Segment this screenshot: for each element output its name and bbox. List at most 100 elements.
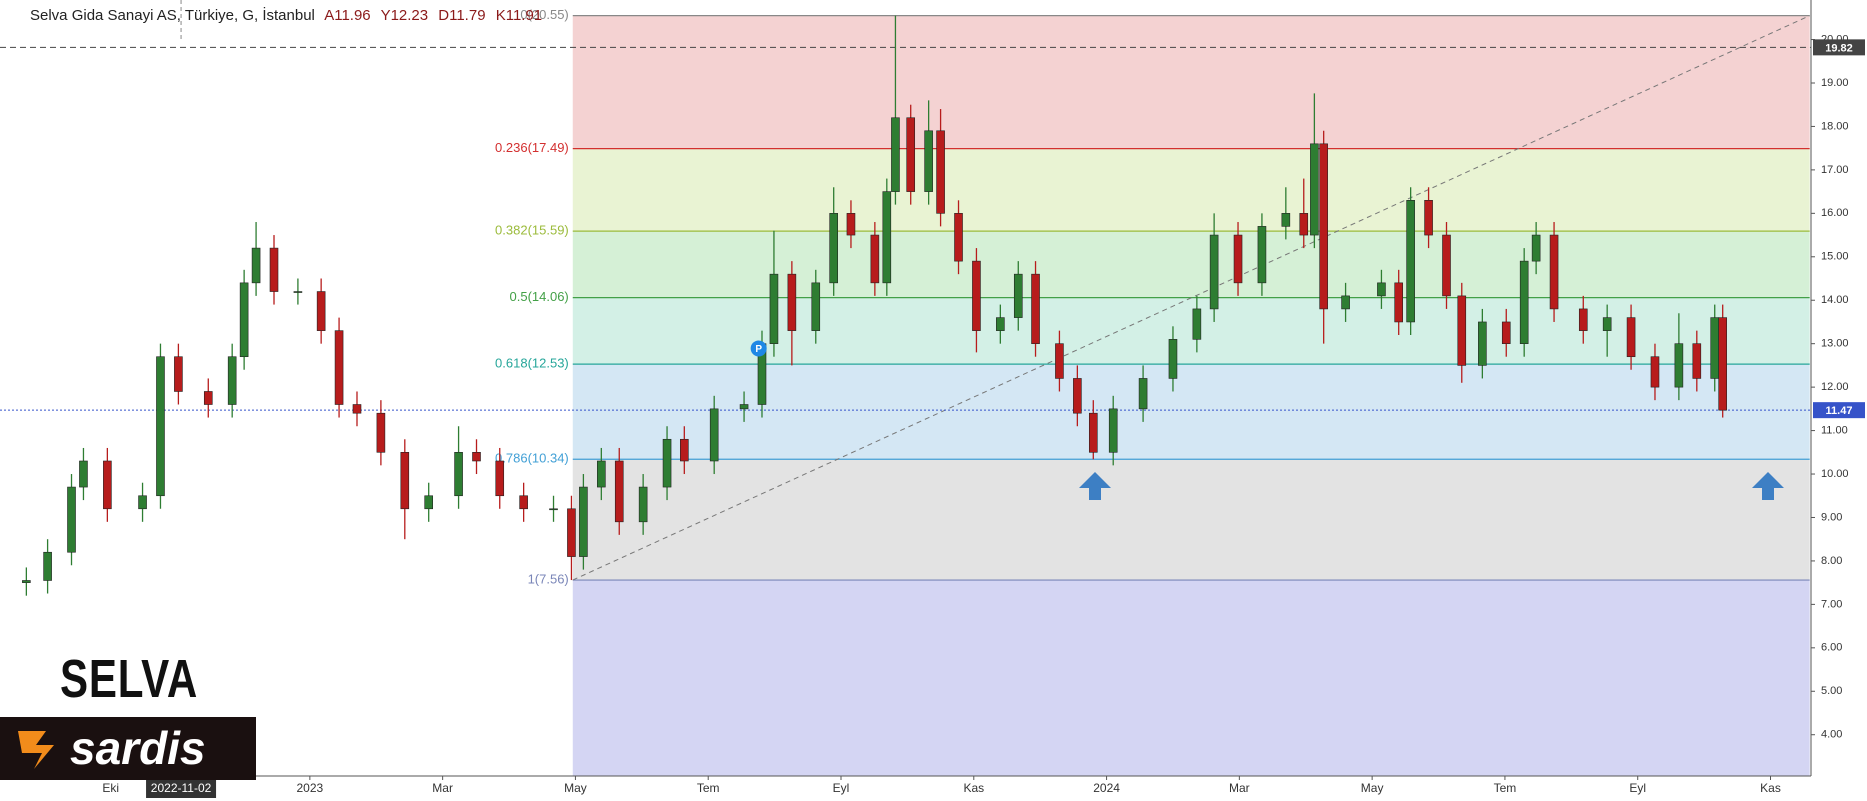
y-tick-label: 8.00	[1821, 555, 1842, 567]
price-tag	[1813, 402, 1865, 419]
price-tag	[1813, 39, 1865, 56]
candle-body	[567, 508, 576, 557]
x-tick-label: May	[564, 781, 587, 795]
candle-body	[1674, 343, 1684, 388]
x-tick-label: 2023	[297, 781, 324, 795]
candle-body	[1281, 213, 1291, 227]
price-tag-label: 19.82	[1825, 42, 1853, 54]
candle-body	[739, 404, 749, 410]
candle-body	[870, 234, 880, 284]
candle-body	[495, 460, 505, 497]
candle-body	[549, 508, 558, 511]
y-tick-label: 13.00	[1821, 338, 1849, 350]
candle-body	[924, 130, 933, 192]
candle-body	[1299, 213, 1309, 236]
candle-body	[316, 291, 326, 331]
candle-body	[1549, 234, 1559, 310]
candle-body	[376, 412, 386, 453]
candle-body	[156, 356, 165, 497]
candle-body	[1031, 273, 1040, 344]
candle-body	[1055, 343, 1064, 379]
candle-body	[936, 130, 945, 214]
candle-body	[519, 495, 528, 510]
fib-label: 0.382(15.59)	[495, 223, 569, 238]
fib-label: 1(7.56)	[528, 571, 569, 586]
candle-body	[22, 580, 31, 583]
candle-body	[1168, 339, 1178, 379]
candle-body	[1424, 200, 1433, 236]
candle-body	[769, 273, 779, 344]
ohlc-open: A11.96	[324, 7, 371, 24]
candle-body	[251, 247, 261, 284]
x-tick-label: May	[1361, 781, 1384, 795]
x-tick-label: Mar	[1229, 781, 1250, 795]
logo-mark	[18, 731, 54, 769]
fib-label: 0.5(14.06)	[510, 289, 569, 304]
candle-body	[1394, 282, 1403, 323]
candle-body	[43, 551, 52, 581]
y-tick-label: 19.00	[1821, 77, 1849, 89]
watermark: SELVA	[60, 649, 199, 709]
y-axis-bg	[1811, 0, 1867, 801]
y-tick-label: 11.00	[1821, 424, 1848, 436]
candle-body	[1650, 356, 1660, 388]
candle-body	[882, 191, 892, 284]
y-tick-label: 16.00	[1821, 207, 1849, 219]
candle-body	[400, 452, 410, 510]
fib-label: 0.236(17.49)	[495, 140, 569, 155]
y-tick-label: 17.00	[1821, 164, 1849, 176]
candle-body	[424, 495, 433, 510]
candle-body	[1073, 378, 1082, 414]
y-tick-label: 12.00	[1821, 381, 1849, 393]
candle-body	[1710, 317, 1720, 379]
ohlc-low: D11.79	[438, 7, 486, 24]
candle-body	[454, 452, 463, 497]
candle-body	[597, 460, 606, 488]
candle-body	[954, 213, 963, 262]
candle-body	[472, 452, 481, 462]
candle-body	[1406, 200, 1415, 323]
fib-band	[572, 364, 1810, 460]
candle-body	[846, 213, 856, 236]
candle-body	[227, 356, 237, 405]
candle-body	[906, 117, 916, 192]
y-tick-label: 6.00	[1821, 642, 1842, 654]
candle-body	[996, 317, 1005, 331]
candle-body	[972, 260, 981, 331]
fib-band	[572, 148, 1810, 232]
fib-band	[572, 231, 1810, 298]
candle-body	[1138, 378, 1148, 410]
marker	[750, 340, 767, 357]
candle-body	[1578, 308, 1588, 331]
y-tick-label: 7.00	[1821, 598, 1842, 610]
fib-label: 0.786(10.34)	[495, 451, 569, 466]
y-tick-label: 4.00	[1821, 729, 1842, 741]
candle-body	[1478, 321, 1487, 366]
candle-body	[138, 495, 147, 510]
candle-body	[1088, 412, 1098, 453]
candle-body	[1602, 317, 1612, 331]
candle-body	[239, 282, 249, 358]
candle-body	[662, 438, 672, 488]
candle-body	[1718, 317, 1727, 411]
price-tag-label: 11.47	[1826, 405, 1853, 417]
x-tick-label: Mar	[432, 781, 453, 795]
crosshair-label: 2022-11-02	[151, 781, 212, 795]
fib-label: 0.618(12.53)	[495, 356, 569, 371]
candle-body	[1310, 143, 1319, 236]
candle-body	[1531, 234, 1541, 262]
candle-body	[67, 486, 76, 553]
symbol[interactable]: Selva Gida Sanayi AS, Türkiye, G, İstanb…	[30, 7, 315, 24]
candle-body	[1457, 295, 1467, 366]
candle-body	[787, 273, 797, 331]
candle-body	[1692, 343, 1702, 379]
candle-body	[174, 356, 183, 392]
arrow	[1752, 472, 1784, 500]
fib-band	[572, 459, 1810, 581]
candle-body	[811, 282, 821, 331]
x-tick-label: Kas	[963, 781, 984, 795]
candle-body	[203, 391, 213, 405]
y-tick-label: 15.00	[1821, 251, 1849, 263]
